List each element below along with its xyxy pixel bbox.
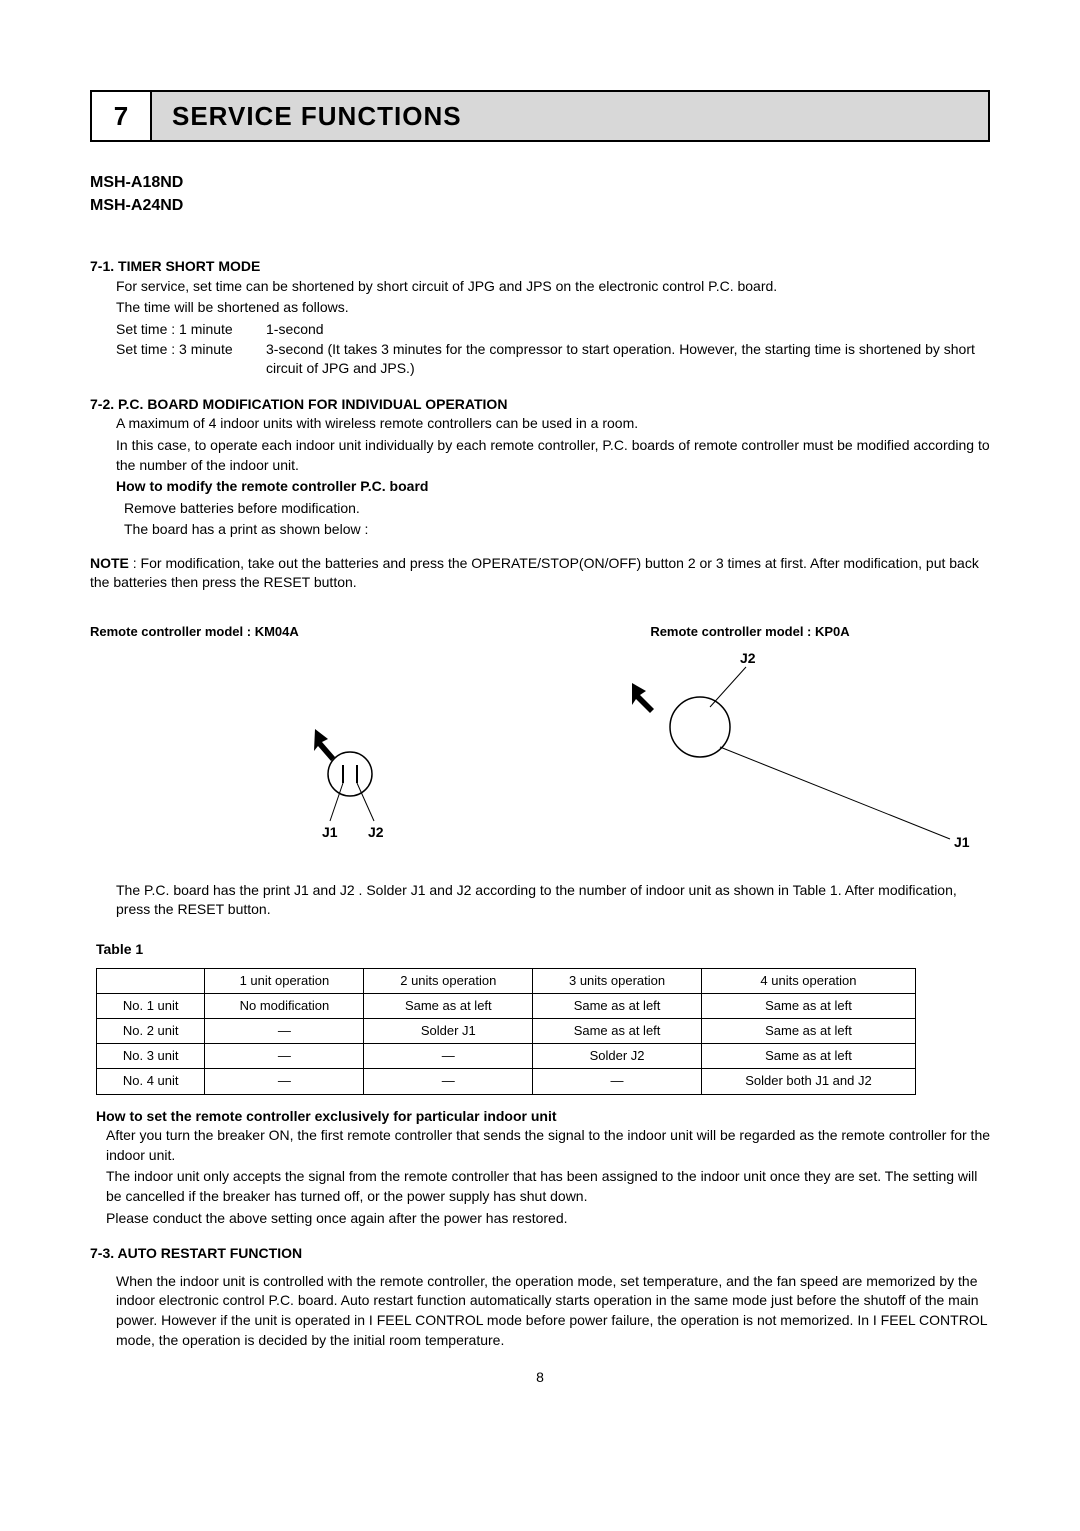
howto-title: How to modify the remote controller P.C.… xyxy=(116,477,990,497)
body-text: Remove batteries before modification. xyxy=(116,499,990,519)
table-cell: No. 4 unit xyxy=(97,1069,205,1094)
howto-title: How to set the remote controller exclusi… xyxy=(90,1107,990,1127)
table-cell: — xyxy=(364,1069,533,1094)
table-cell: Same as at left xyxy=(533,1019,702,1044)
section-title: SERVICE FUNCTIONS xyxy=(152,92,988,140)
timer-label: Set time : 1 minute xyxy=(116,320,266,340)
table-row: No. 3 unit — — Solder J2 Same as at left xyxy=(97,1044,916,1069)
table-cell: No. 2 unit xyxy=(97,1019,205,1044)
modification-table: 1 unit operation 2 units operation 3 uni… xyxy=(96,968,916,1095)
table-cell: — xyxy=(364,1044,533,1069)
table-header-cell: 3 units operation xyxy=(533,968,702,993)
table-cell: No. 1 unit xyxy=(97,993,205,1018)
table-header-cell xyxy=(97,968,205,993)
model-list: MSH-A18ND MSH-A24ND xyxy=(90,172,990,217)
j1-label: J1 xyxy=(322,824,338,840)
body-text: The indoor unit only accepts the signal … xyxy=(106,1167,990,1206)
table-cell: Solder J2 xyxy=(533,1044,702,1069)
body-text: The time will be shortened as follows. xyxy=(116,298,990,318)
table-row: No. 4 unit — — — Solder both J1 and J2 xyxy=(97,1069,916,1094)
diagram-title: Remote controller model : KP0A xyxy=(510,623,990,641)
table-cell: Solder both J1 and J2 xyxy=(701,1069,915,1094)
timer-label: Set time : 3 minute xyxy=(116,340,266,379)
body-text: In this case, to operate each indoor uni… xyxy=(116,436,990,475)
timer-value: 3-second (It takes 3 minutes for the com… xyxy=(266,340,990,379)
pcb-svg-left: J1 J2 xyxy=(90,649,450,849)
body-text: Please conduct the above setting once ag… xyxy=(106,1209,990,1229)
body-text: For service, set time can be shortened b… xyxy=(116,277,990,297)
note-text: : For modification, take out the batteri… xyxy=(90,555,979,591)
table-row: No. 1 unit No modification Same as at le… xyxy=(97,993,916,1018)
section-number: 7 xyxy=(92,92,152,140)
pcb-svg-right: J2 J1 xyxy=(550,649,990,859)
subsection-title: 7-1. TIMER SHORT MODE xyxy=(90,257,990,277)
section-header: 7 SERVICE FUNCTIONS xyxy=(90,90,990,142)
subsection-title: 7-3. AUTO RESTART FUNCTION xyxy=(90,1244,990,1264)
diagram-row: Remote controller model : KM04A J1 J2 Re… xyxy=(90,623,990,865)
body-text: A maximum of 4 indoor units with wireles… xyxy=(116,414,990,434)
table-cell: Same as at left xyxy=(701,993,915,1018)
table-label: Table 1 xyxy=(90,940,990,960)
table-cell: No. 3 unit xyxy=(97,1044,205,1069)
body-text: When the indoor unit is controlled with … xyxy=(116,1272,990,1350)
table-cell: Same as at left xyxy=(701,1044,915,1069)
table-cell: — xyxy=(205,1044,364,1069)
table-cell: — xyxy=(205,1019,364,1044)
table-header-cell: 4 units operation xyxy=(701,968,915,993)
note-label: NOTE xyxy=(90,555,129,571)
table-cell: Same as at left xyxy=(701,1019,915,1044)
table-cell: No modification xyxy=(205,993,364,1018)
body-text: After you turn the breaker ON, the first… xyxy=(106,1126,990,1165)
table-header-cell: 1 unit operation xyxy=(205,968,364,993)
j1-label: J1 xyxy=(954,834,970,850)
timer-grid: Set time : 1 minute 1-second Set time : … xyxy=(90,320,990,379)
page-number: 8 xyxy=(90,1368,990,1388)
timer-value: 1-second xyxy=(266,320,990,340)
table-cell: — xyxy=(205,1069,364,1094)
j2-label: J2 xyxy=(368,824,384,840)
body-text: The P.C. board has the print J1 and J2 .… xyxy=(116,881,990,920)
subsection-title: 7-2. P.C. BOARD MODIFICATION FOR INDIVID… xyxy=(90,395,990,415)
table-cell: Same as at left xyxy=(364,993,533,1018)
table-header-row: 1 unit operation 2 units operation 3 uni… xyxy=(97,968,916,993)
table-row: No. 2 unit — Solder J1 Same as at left S… xyxy=(97,1019,916,1044)
model-line: MSH-A18ND xyxy=(90,172,990,194)
diagram-title: Remote controller model : KM04A xyxy=(90,623,510,641)
j2-label: J2 xyxy=(740,650,756,666)
table-cell: Same as at left xyxy=(533,993,702,1018)
table-cell: — xyxy=(533,1069,702,1094)
diagram-kp0a: Remote controller model : KP0A J2 J1 xyxy=(550,623,990,865)
model-line: MSH-A24ND xyxy=(90,195,990,217)
body-text: The board has a print as shown below : xyxy=(116,520,990,540)
table-header-cell: 2 units operation xyxy=(364,968,533,993)
table-cell: Solder J1 xyxy=(364,1019,533,1044)
diagram-km04a: Remote controller model : KM04A J1 J2 xyxy=(90,623,510,865)
